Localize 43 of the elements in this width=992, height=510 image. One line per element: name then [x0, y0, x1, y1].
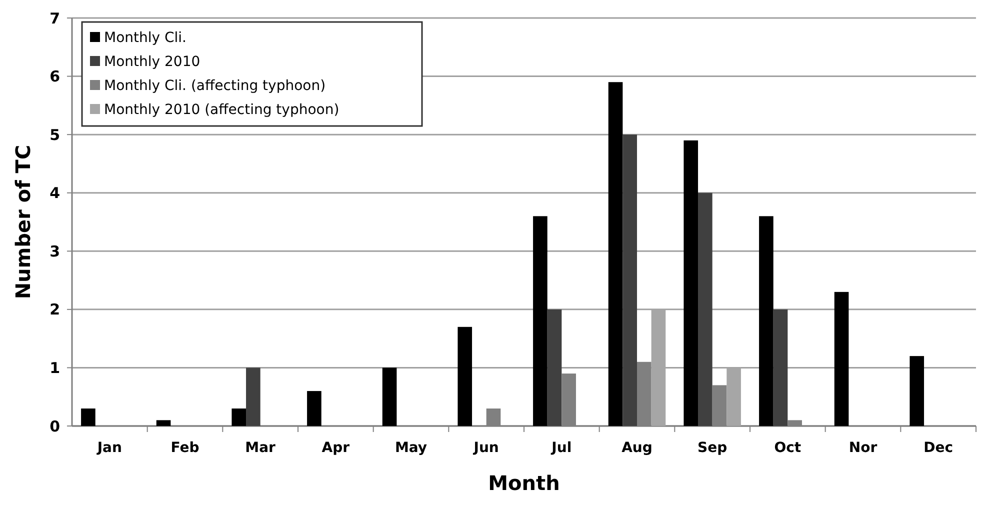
x-tick-label: May — [394, 440, 428, 456]
x-tick-label: Sep — [698, 440, 728, 456]
bar — [81, 408, 96, 426]
legend-label: Monthly Cli. (affecting typhoon) — [104, 78, 326, 94]
legend-label: Monthly 2010 (affecting typhoon) — [104, 102, 340, 118]
x-tick-label: Mar — [245, 440, 276, 456]
x-axis-title: Month — [488, 471, 560, 495]
bar — [232, 408, 246, 426]
bar — [307, 391, 322, 426]
bar — [458, 326, 472, 426]
y-tick-label: 3 — [50, 242, 60, 260]
bar — [382, 368, 397, 426]
y-tick-label: 4 — [50, 184, 60, 202]
x-tick-label: Nor — [848, 440, 878, 456]
bar — [910, 356, 924, 426]
x-tick-label: Jul — [550, 440, 572, 456]
y-tick-label: 5 — [50, 126, 60, 144]
bar — [698, 192, 712, 426]
bar — [773, 309, 788, 426]
legend-label: Monthly Cli. — [104, 30, 187, 46]
x-tick-label: Oct — [774, 440, 802, 456]
y-axis-title: Number of TC — [11, 144, 35, 300]
legend-label: Monthly 2010 — [104, 54, 200, 70]
bar — [547, 309, 562, 426]
y-tick-label: 6 — [50, 68, 60, 86]
bar — [684, 140, 698, 426]
bar — [759, 216, 774, 426]
y-tick-label: 2 — [50, 300, 60, 319]
y-tick-label: 0 — [50, 417, 60, 436]
x-tick-label: Jan — [96, 440, 122, 456]
bar — [834, 292, 849, 426]
bar — [533, 216, 548, 426]
bar — [608, 82, 623, 426]
x-tick-label: Dec — [924, 440, 954, 456]
bar — [156, 420, 171, 426]
x-tick-label: Apr — [322, 440, 350, 456]
y-tick-label: 1 — [50, 358, 60, 377]
bar — [622, 134, 637, 426]
x-tick-label: Feb — [170, 440, 200, 456]
bar — [246, 368, 260, 426]
x-tick-label: Aug — [622, 440, 652, 456]
y-tick-label: 7 — [50, 9, 60, 28]
x-tick-label: Jun — [472, 440, 499, 456]
